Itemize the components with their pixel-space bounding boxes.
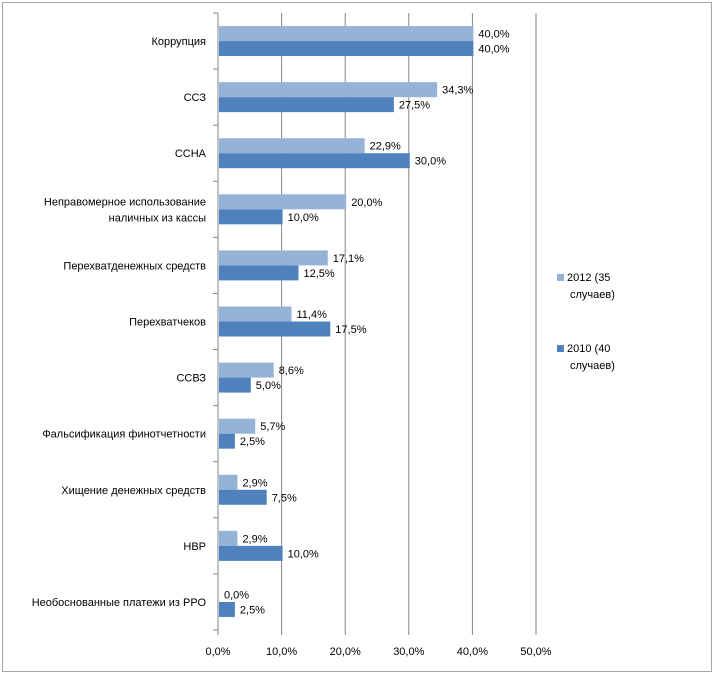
legend-swatch <box>557 345 564 352</box>
bar <box>219 41 474 57</box>
data-label: 7,5% <box>272 492 297 504</box>
bar <box>219 545 283 561</box>
data-label: 27,5% <box>399 100 430 112</box>
data-label: 10,0% <box>288 212 319 224</box>
data-label: 40,0% <box>478 29 509 41</box>
data-label: 5,0% <box>256 380 281 392</box>
bar <box>219 138 365 154</box>
category-label: ССВЗ <box>176 373 206 385</box>
category-label: Перехватчеков <box>129 317 206 329</box>
data-label: 10,0% <box>288 548 319 560</box>
legend-label: 2010 (40 <box>567 343 610 355</box>
data-label: 22,9% <box>370 141 401 153</box>
legend-swatch <box>557 274 564 281</box>
x-tick-label: 30,0% <box>393 646 424 658</box>
bar <box>219 265 299 281</box>
category-label: НВР <box>183 541 206 553</box>
data-label: 34,3% <box>442 85 473 97</box>
data-label: 17,1% <box>333 253 364 265</box>
data-label: 2,5% <box>240 436 265 448</box>
bar <box>219 153 410 169</box>
category-label: Коррупция <box>152 36 207 48</box>
bar <box>219 377 251 393</box>
bar <box>219 97 394 113</box>
data-label: 17,5% <box>335 324 366 336</box>
bar <box>219 26 474 42</box>
category-label: наличных из кассы <box>109 212 206 224</box>
x-tick-label: 40,0% <box>457 646 488 658</box>
data-label: 11,4% <box>297 309 328 321</box>
bars <box>219 26 474 617</box>
data-label: 0,0% <box>224 589 249 601</box>
data-label: 20,0% <box>351 197 382 209</box>
x-tick-label: 10,0% <box>266 646 297 658</box>
data-label: 12,5% <box>304 268 335 280</box>
labels: 0,0% 10,0% 20,0% 30,0% 40,0% 50,0% 40,0% 40,0% К… <box>32 29 552 658</box>
data-label: 2,9% <box>242 533 267 545</box>
gridlines <box>213 12 537 635</box>
bar <box>219 362 274 378</box>
bar <box>219 433 235 449</box>
x-tick-label: 50,0% <box>520 646 551 658</box>
x-tick-label: 0,0% <box>205 646 230 658</box>
bar <box>219 530 238 546</box>
data-label: 5,7% <box>260 421 285 433</box>
bar <box>219 250 328 266</box>
legend-label: 2012 (35 <box>567 272 610 284</box>
data-label: 2,5% <box>240 604 265 616</box>
data-label: 40,0% <box>478 44 509 56</box>
legend: 2012 (35 случаев) 2010 (40 случаев) <box>557 272 615 372</box>
bar <box>219 321 331 337</box>
bar <box>219 601 235 617</box>
bar <box>219 306 292 322</box>
bar <box>219 194 347 210</box>
category-label: ССЗ <box>184 92 207 104</box>
data-label: 8,6% <box>279 365 304 377</box>
bar <box>219 418 256 434</box>
category-label: Хищение денежных средств <box>61 485 206 497</box>
x-tick-label: 20,0% <box>330 646 361 658</box>
legend-label: случаев) <box>570 360 615 372</box>
category-label: Перехватденежных средств <box>63 260 206 272</box>
category-label: ССНА <box>175 148 207 160</box>
category-label: Неправомерное использование <box>44 196 206 208</box>
bar <box>219 489 267 505</box>
category-label: Фальсификация финотчетности <box>42 429 206 441</box>
bar <box>219 209 283 225</box>
data-label: 2,9% <box>242 477 267 489</box>
legend-label: случаев) <box>570 289 615 301</box>
data-label: 30,0% <box>415 156 446 168</box>
bar <box>219 82 438 98</box>
category-label: Необоснованные платежи из РРО <box>32 597 207 609</box>
bar <box>219 474 238 490</box>
